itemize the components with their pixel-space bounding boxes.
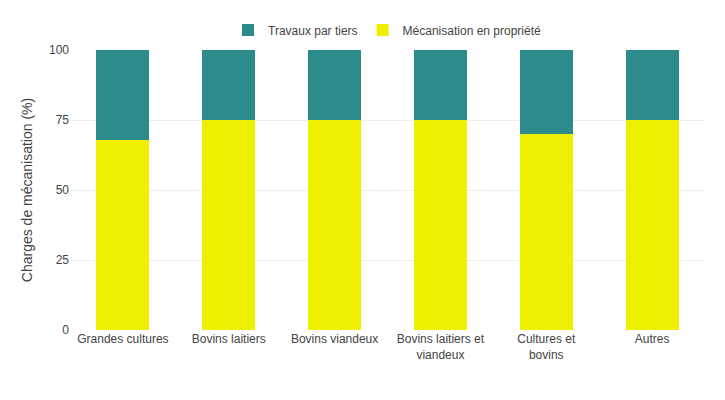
svg-text:50: 50	[56, 183, 70, 197]
svg-text:Bovins laitiers etviandeux: Bovins laitiers etviandeux	[397, 332, 485, 362]
svg-text:25: 25	[56, 253, 70, 267]
svg-text:Autres: Autres	[635, 332, 670, 346]
svg-text:Grandes cultures: Grandes cultures	[77, 332, 168, 346]
svg-text:75: 75	[56, 113, 70, 127]
svg-text:Bovins viandeux: Bovins viandeux	[291, 332, 378, 346]
svg-text:0: 0	[62, 323, 69, 337]
svg-text:Mécanisation en propriété: Mécanisation en propriété	[403, 24, 541, 38]
svg-text:Charges de mécanisation (%): Charges de mécanisation (%)	[19, 98, 35, 282]
svg-text:Bovins laitiers: Bovins laitiers	[192, 332, 266, 346]
svg-text:Travaux par tiers: Travaux par tiers	[268, 24, 358, 38]
svg-text:100: 100	[49, 43, 69, 57]
svg-text:Cultures etbovins: Cultures etbovins	[517, 332, 576, 362]
